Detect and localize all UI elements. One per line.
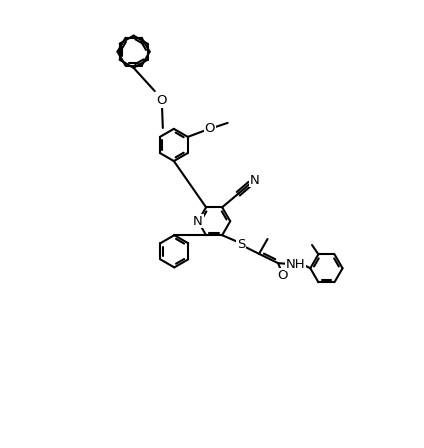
Text: O: O — [157, 94, 167, 107]
Text: N: N — [193, 215, 203, 228]
Text: O: O — [205, 122, 215, 135]
Text: NH: NH — [286, 258, 306, 271]
Text: O: O — [277, 268, 287, 281]
Text: N: N — [249, 174, 259, 187]
Text: S: S — [237, 238, 245, 251]
